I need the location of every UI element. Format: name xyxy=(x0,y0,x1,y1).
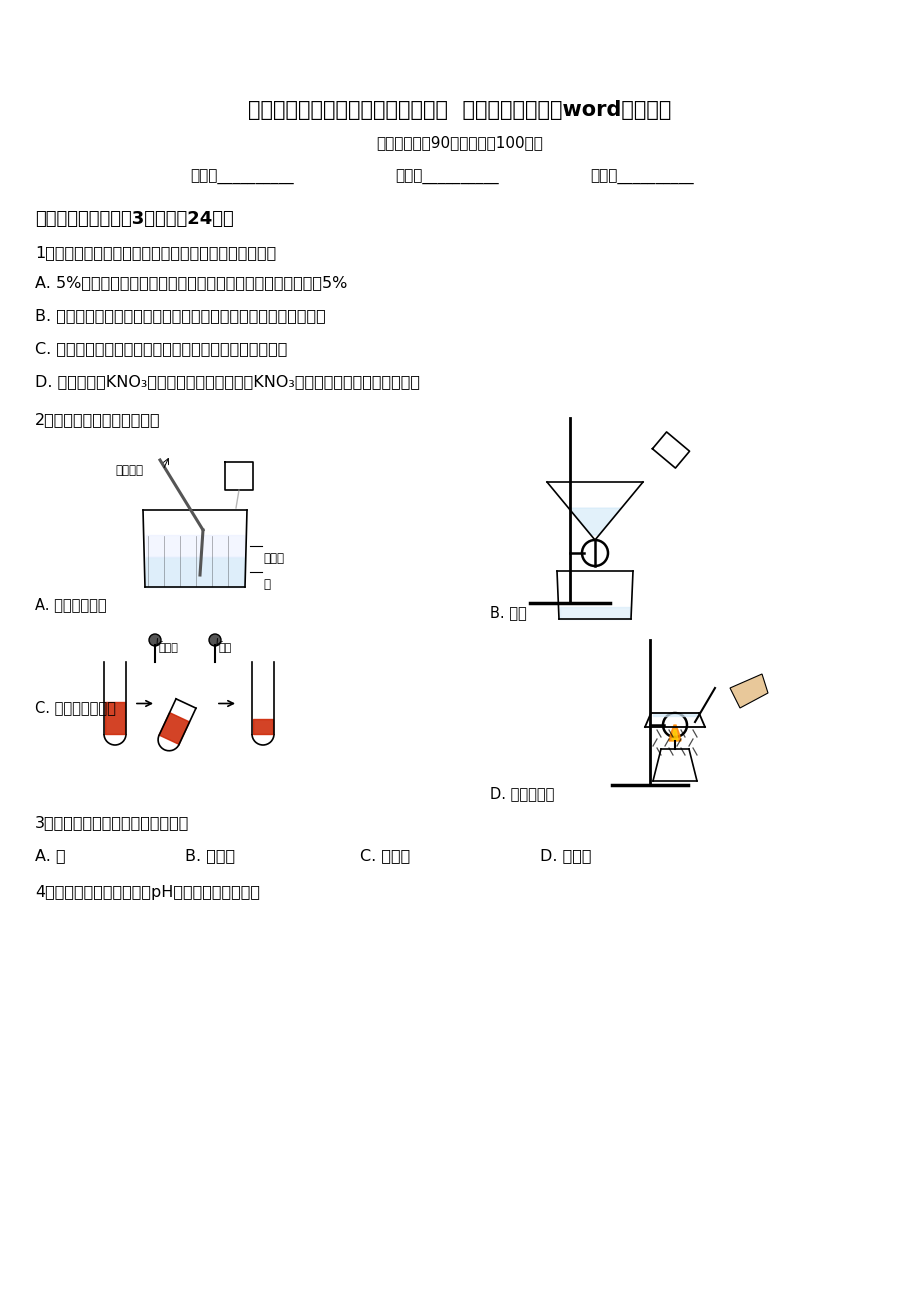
Text: A. 5%的氯化钠溶液洒出一部分，剩余溶液的溶质质量分数仍为5%: A. 5%的氯化钠溶液洒出一部分，剩余溶液的溶质质量分数仍为5% xyxy=(35,275,347,290)
Text: 3、下列物质不能与稀盐酸反应的是: 3、下列物质不能与稀盐酸反应的是 xyxy=(35,815,189,829)
Text: 2、下列实验操作不正确的是: 2、下列实验操作不正确的是 xyxy=(35,411,161,427)
Text: 4、下列是一些食物的近似pH，其中酸性最强的是: 4、下列是一些食物的近似pH，其中酸性最强的是 xyxy=(35,885,260,900)
Text: 浓硫酸: 浓硫酸 xyxy=(263,552,284,565)
Text: B. 稀硫酸和氢氧化钠溶液都具有导电性，则蔗糖溶液也具有导电性: B. 稀硫酸和氢氧化钠溶液都具有导电性，则蔗糖溶液也具有导电性 xyxy=(35,309,325,323)
Text: 红墨水: 红墨水 xyxy=(159,643,178,654)
Polygon shape xyxy=(568,508,620,535)
Polygon shape xyxy=(671,730,677,740)
Text: D. 一定温度下KNO₃饱和溶液中不能继续溶解KNO₃，则也不能继续溶解其他物质: D. 一定温度下KNO₃饱和溶液中不能继续溶解KNO₃，则也不能继续溶解其他物质 xyxy=(35,374,420,389)
Text: （考试时间：90分钟，总分100分）: （考试时间：90分钟，总分100分） xyxy=(376,135,543,150)
Text: D. 碳酸钠: D. 碳酸钠 xyxy=(539,848,591,863)
Text: 姓名：__________: 姓名：__________ xyxy=(394,171,498,185)
Text: 乙醇: 乙醇 xyxy=(219,643,232,654)
Circle shape xyxy=(209,634,221,646)
Text: 不断搅拌: 不断搅拌 xyxy=(115,464,142,477)
Text: C. 金属镁、锌等能与稀盐酸反应产生氢气，则金属铜也能: C. 金属镁、锌等能与稀盐酸反应产生氢气，则金属铜也能 xyxy=(35,341,287,355)
Polygon shape xyxy=(668,725,680,741)
Text: C. 碳酸钙: C. 碳酸钙 xyxy=(359,848,410,863)
Text: 班级：__________: 班级：__________ xyxy=(190,171,293,185)
Text: 分数：__________: 分数：__________ xyxy=(589,171,693,185)
Text: D. 蒸发食盐水: D. 蒸发食盐水 xyxy=(490,786,554,801)
Text: A. 铜: A. 铜 xyxy=(35,848,65,863)
Text: B. 过滤: B. 过滤 xyxy=(490,605,527,620)
Text: B. 氧化铜: B. 氧化铜 xyxy=(185,848,235,863)
Polygon shape xyxy=(729,674,767,708)
Text: 水: 水 xyxy=(263,578,269,591)
Circle shape xyxy=(149,634,161,646)
Text: 最新人教版九年级化学下册第十单元  酸和碱期末试卷（word可编辑）: 最新人教版九年级化学下册第十单元 酸和碱期末试卷（word可编辑） xyxy=(248,100,671,120)
Text: 1、推理是学习化学常用的思维方法。下列说法正确的是: 1、推理是学习化学常用的思维方法。下列说法正确的是 xyxy=(35,245,276,260)
Text: 一、单选题（每小题3分，共计24分）: 一、单选题（每小题3分，共计24分） xyxy=(35,210,233,228)
Text: A. 浓硫酸的稀释: A. 浓硫酸的稀释 xyxy=(35,598,107,612)
Polygon shape xyxy=(159,712,189,745)
Text: C. 乙醇溶于水实验: C. 乙醇溶于水实验 xyxy=(35,700,116,715)
